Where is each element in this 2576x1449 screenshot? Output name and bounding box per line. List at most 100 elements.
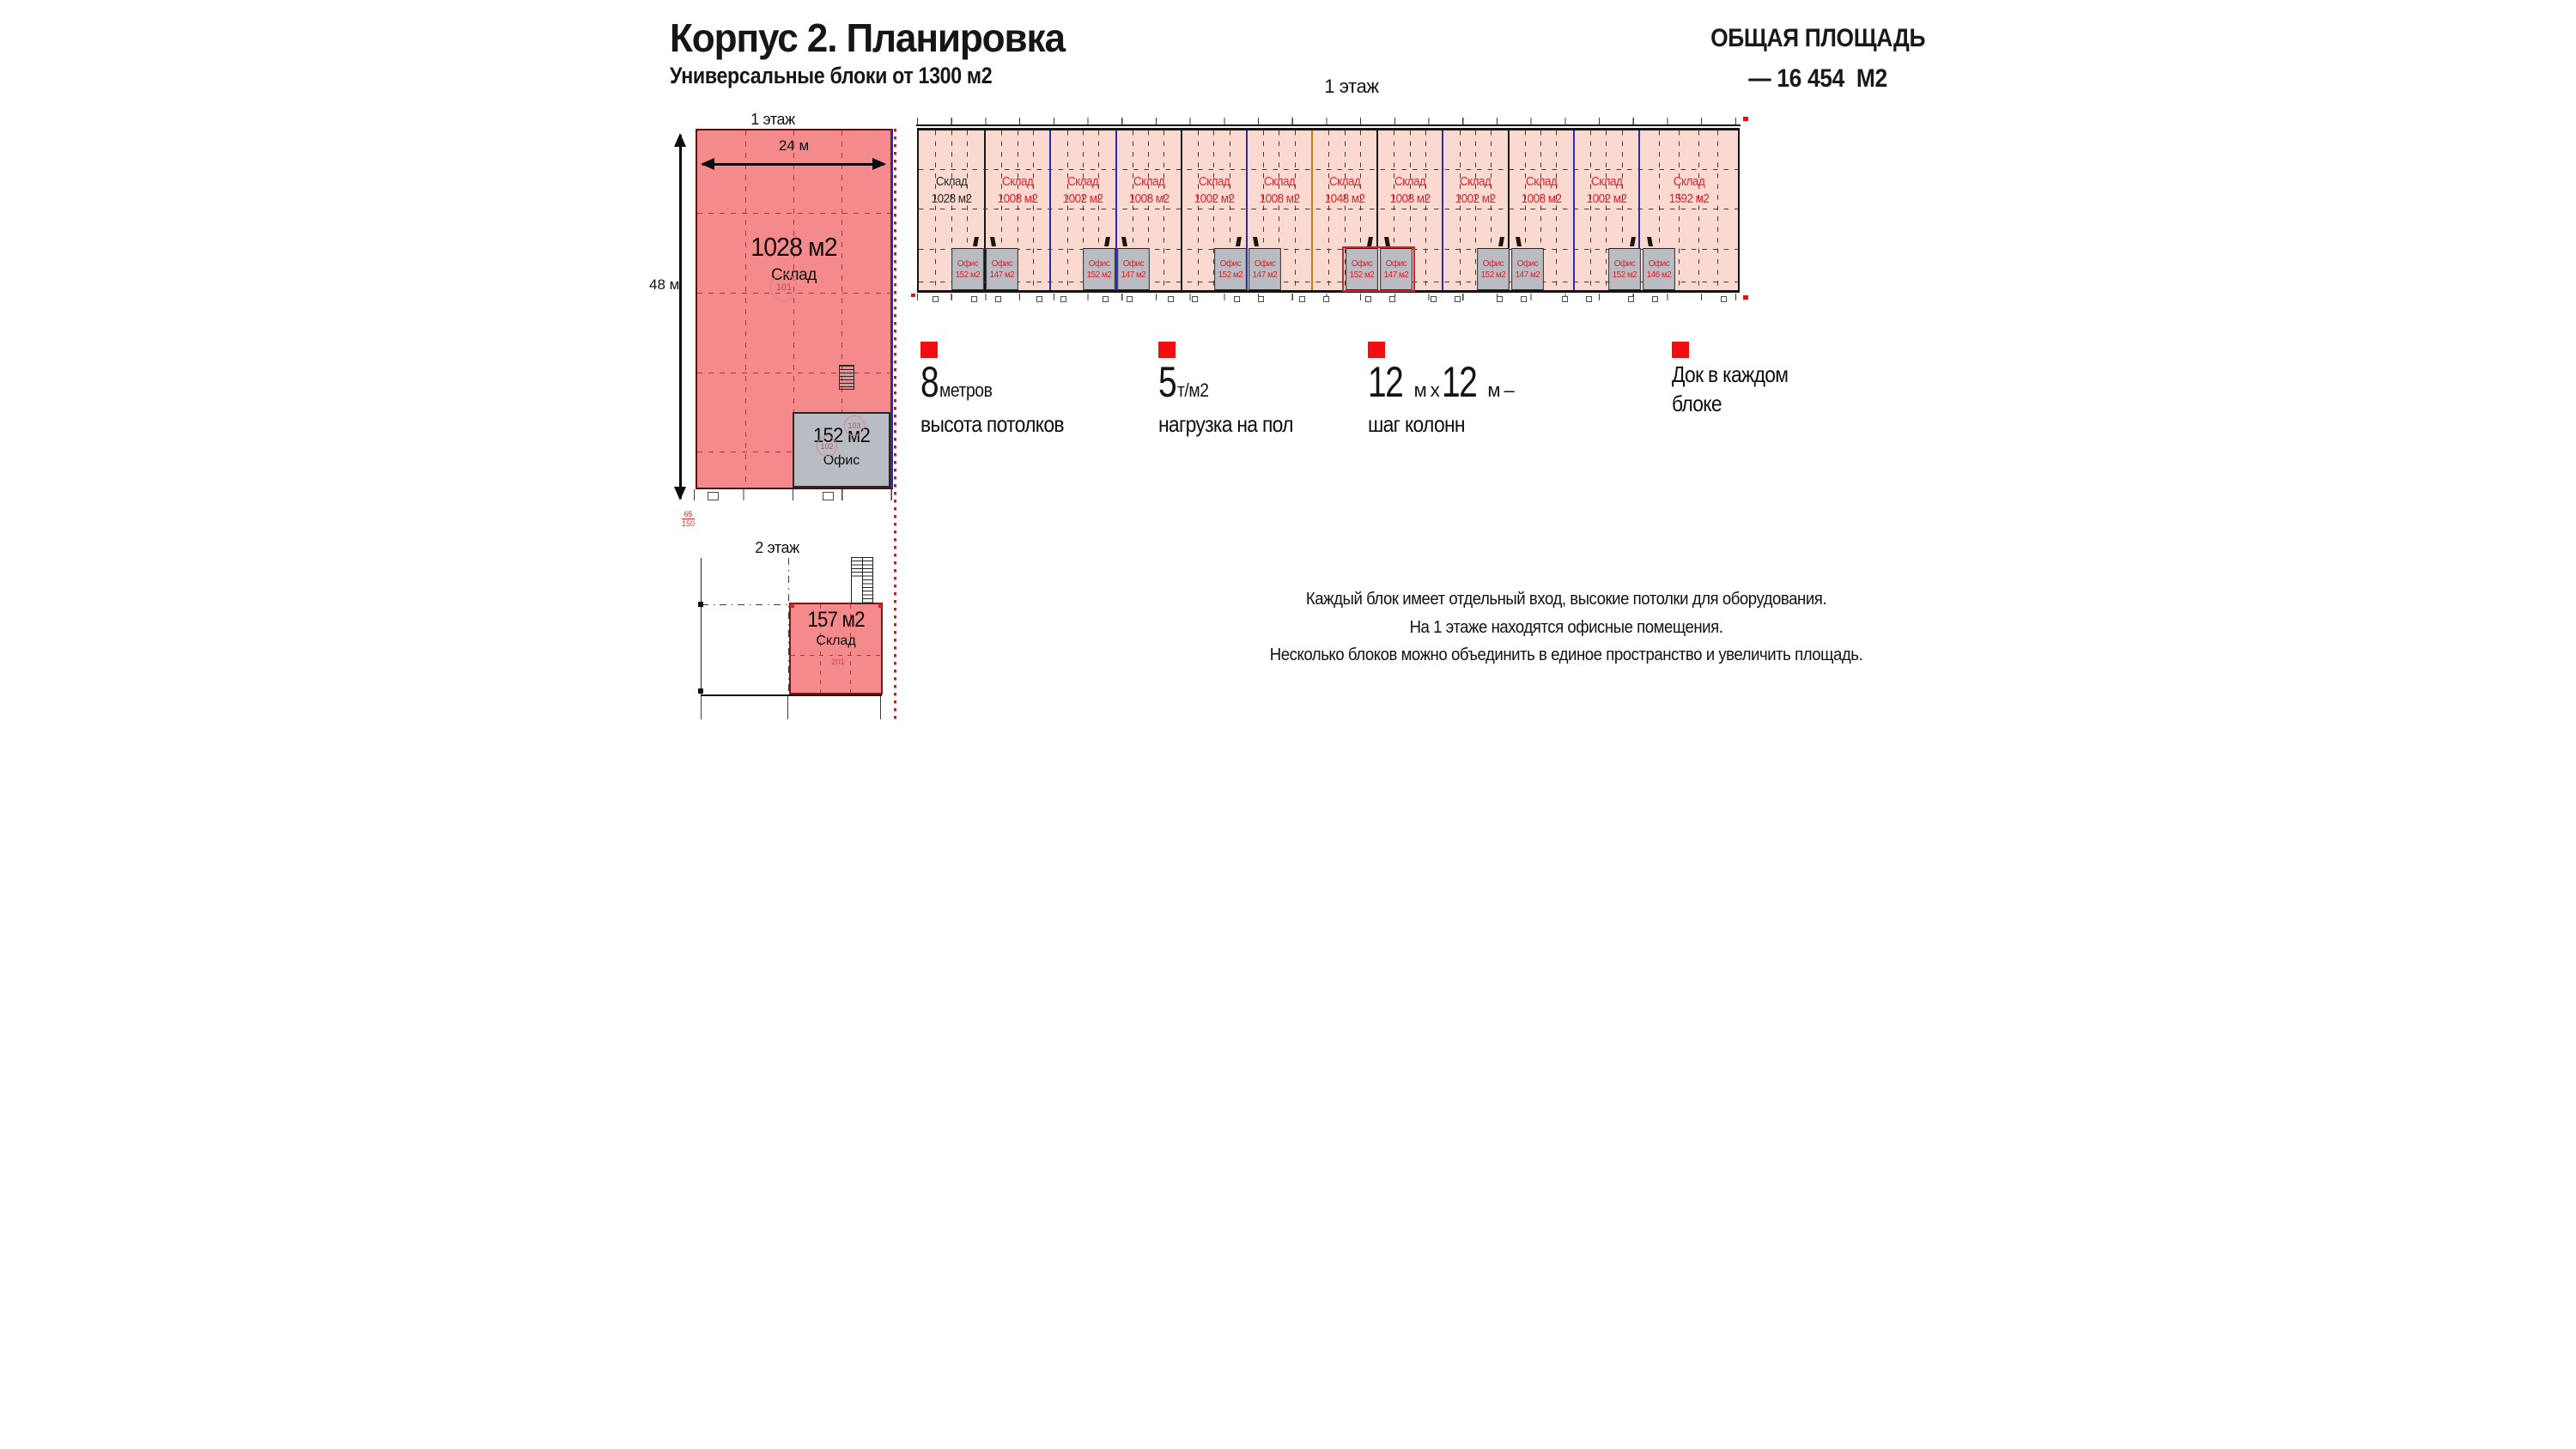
note-line: На 1 этаже находятся офисные помещения.	[1409, 617, 1723, 637]
stairs-icon	[851, 557, 873, 603]
office-area: 146 м2	[1646, 269, 1671, 280]
red-square-bullet-icon	[1368, 342, 1385, 358]
office-room: Офис 146 м2	[1642, 248, 1675, 290]
office-pair-4-highlighted: Офис 152 м2 Офис 147 м2	[1342, 237, 1415, 293]
feature-dock: Док в каждом блоке	[1672, 342, 1921, 419]
feature-floor-load: 5т/м2 нагрузка на пол	[1158, 342, 1407, 438]
notes: Каждый блок имеет отдельный вход, высоки…	[1223, 591, 1910, 675]
floor2-label: 2 этаж	[755, 539, 799, 556]
office-area: 152 м2	[1349, 269, 1374, 280]
small-dimension-notes: 65 150	[682, 510, 696, 529]
dock-symbol	[1388, 296, 1395, 302]
feature-caption: шаг колонн	[1368, 411, 1466, 437]
office-area: 147 м2	[1383, 269, 1408, 280]
feature-caption: высота потолков	[920, 411, 1065, 437]
dock-symbol	[1651, 296, 1658, 302]
office-area: 152 м2	[1480, 269, 1505, 280]
left-plan-office: 152 м2 Офис 103 102	[793, 412, 890, 488]
office-room: Офис 152 м2	[1476, 248, 1510, 290]
dock-symbol	[1168, 296, 1174, 302]
dock-symbol	[1126, 296, 1133, 302]
office-room: Офис 147 м2	[1116, 248, 1150, 290]
office-area: 152 м2	[1612, 269, 1637, 280]
block-area: 1008 м2	[1389, 191, 1431, 206]
feature-caption: нагрузка на пол	[1158, 411, 1294, 437]
dock-symbol	[933, 296, 939, 302]
red-dotted-divider	[894, 129, 897, 719]
dock-symbol	[1627, 296, 1634, 302]
note-line: Каждый блок имеет отдельный вход, высоки…	[1305, 590, 1827, 609]
office-pair-6: Офис 152 м2 Офис 146 м2	[1607, 237, 1676, 290]
width-dimension-arrow	[701, 158, 886, 170]
office-room: Офис 152 м2	[1082, 248, 1115, 290]
wall-marker	[698, 688, 703, 694]
office-area: 152 м2	[955, 269, 980, 280]
feature-unit: м	[1413, 379, 1427, 401]
dock-symbol	[1721, 296, 1727, 302]
office-type: Офис	[1254, 258, 1275, 270]
width-dimension-label: 24 м	[778, 137, 810, 154]
office-type: Офис	[991, 258, 1012, 270]
office-type: Офис	[1516, 258, 1538, 270]
room-number-101: 101	[770, 274, 798, 301]
block-type: Склад	[1328, 174, 1361, 189]
office-pair-1: Офис 152 м2 Офис 147 м2	[951, 237, 1019, 290]
block-type: Склад	[1133, 174, 1164, 189]
dock-symbol	[1323, 296, 1329, 302]
feature-unit: т/м2	[1176, 379, 1209, 401]
stairs-steps	[852, 561, 862, 579]
dock-symbol	[1233, 296, 1240, 302]
depth-dimension-label: 48 м	[649, 276, 680, 293]
dock-symbol	[970, 296, 977, 302]
block-area: 1008 м2	[997, 191, 1038, 206]
office-room: Офис 152 м2	[1213, 248, 1247, 290]
office-area: 147 м2	[1252, 269, 1277, 280]
office-type-label: Офис	[823, 453, 860, 468]
floor2-warehouse-block: 157 м2 Склад 201	[789, 603, 883, 694]
floor2-column-tick	[701, 696, 702, 719]
dock-symbol	[1192, 296, 1198, 302]
left-plan-warehouse-area: 1028 м2	[750, 232, 837, 262]
office-type: Офис	[1648, 258, 1669, 270]
dock-symbol	[1586, 296, 1592, 302]
depth-dimension-arrow	[675, 133, 685, 500]
block-type: Склад	[1263, 174, 1296, 189]
office-area: 147 м2	[1121, 269, 1145, 280]
office-type: Офис	[1385, 258, 1406, 270]
block-type: Склад	[1067, 174, 1099, 189]
page-subtitle: Универсальные блоки от 1300 м2	[670, 62, 993, 88]
office-area: 152 м2	[1218, 269, 1242, 280]
room-number-201: 201	[827, 651, 849, 673]
slide-canvas: Корпус 2. Планировка Универсальные блоки…	[644, 0, 1932, 724]
block-area: 1002 м2	[1194, 191, 1235, 206]
office-room: Офис 147 м2	[985, 248, 1018, 290]
block-area: 1002 м2	[1586, 191, 1627, 206]
block-type: Склад	[1673, 174, 1705, 189]
office-room: Офис 152 м2	[1607, 248, 1641, 290]
office-type: Офис	[957, 258, 978, 270]
stairs-steps	[862, 561, 872, 603]
left-plan-block-detail: 24 м 1028 м2 Склад 101 152 м2 Офис 103 1…	[696, 129, 893, 489]
office-pair-5: Офис 152 м2 Офис 147 м2	[1476, 237, 1545, 290]
block-type: Склад	[935, 174, 968, 189]
feature-value: 12	[1441, 358, 1478, 406]
main-plan-floor1: Склад 1028 м2 Склад 1008 м2 Склад 1002 м2 С…	[916, 118, 1741, 302]
red-square-bullet-icon	[920, 342, 938, 358]
block-area: 1002 м2	[1063, 191, 1103, 206]
office-pair-3: Офис 152 м2 Офис 147 м2	[1213, 237, 1282, 290]
header: Корпус 2. Планировка Универсальные блоки…	[670, 17, 1081, 89]
floor2-grid-line	[702, 604, 788, 605]
dock-symbol	[1364, 296, 1371, 302]
feature-caption-line: блоке	[1672, 390, 1722, 416]
room-number-103: 103	[844, 415, 865, 436]
feature-times: х	[1430, 379, 1440, 401]
block-area: 1592 м2	[1668, 191, 1710, 206]
dim-note-bottom: 150	[682, 518, 696, 529]
feature-ceiling-height: 8метров высота потолков	[920, 342, 1170, 438]
note-line: Несколько блоков можно объединить в един…	[1269, 646, 1863, 664]
feature-dash: –	[1504, 379, 1515, 401]
dock-symbol	[823, 492, 834, 500]
floor2-column-tick	[880, 696, 882, 719]
column-grid-ticks-top	[917, 118, 1740, 124]
dock-symbol	[1431, 296, 1437, 302]
